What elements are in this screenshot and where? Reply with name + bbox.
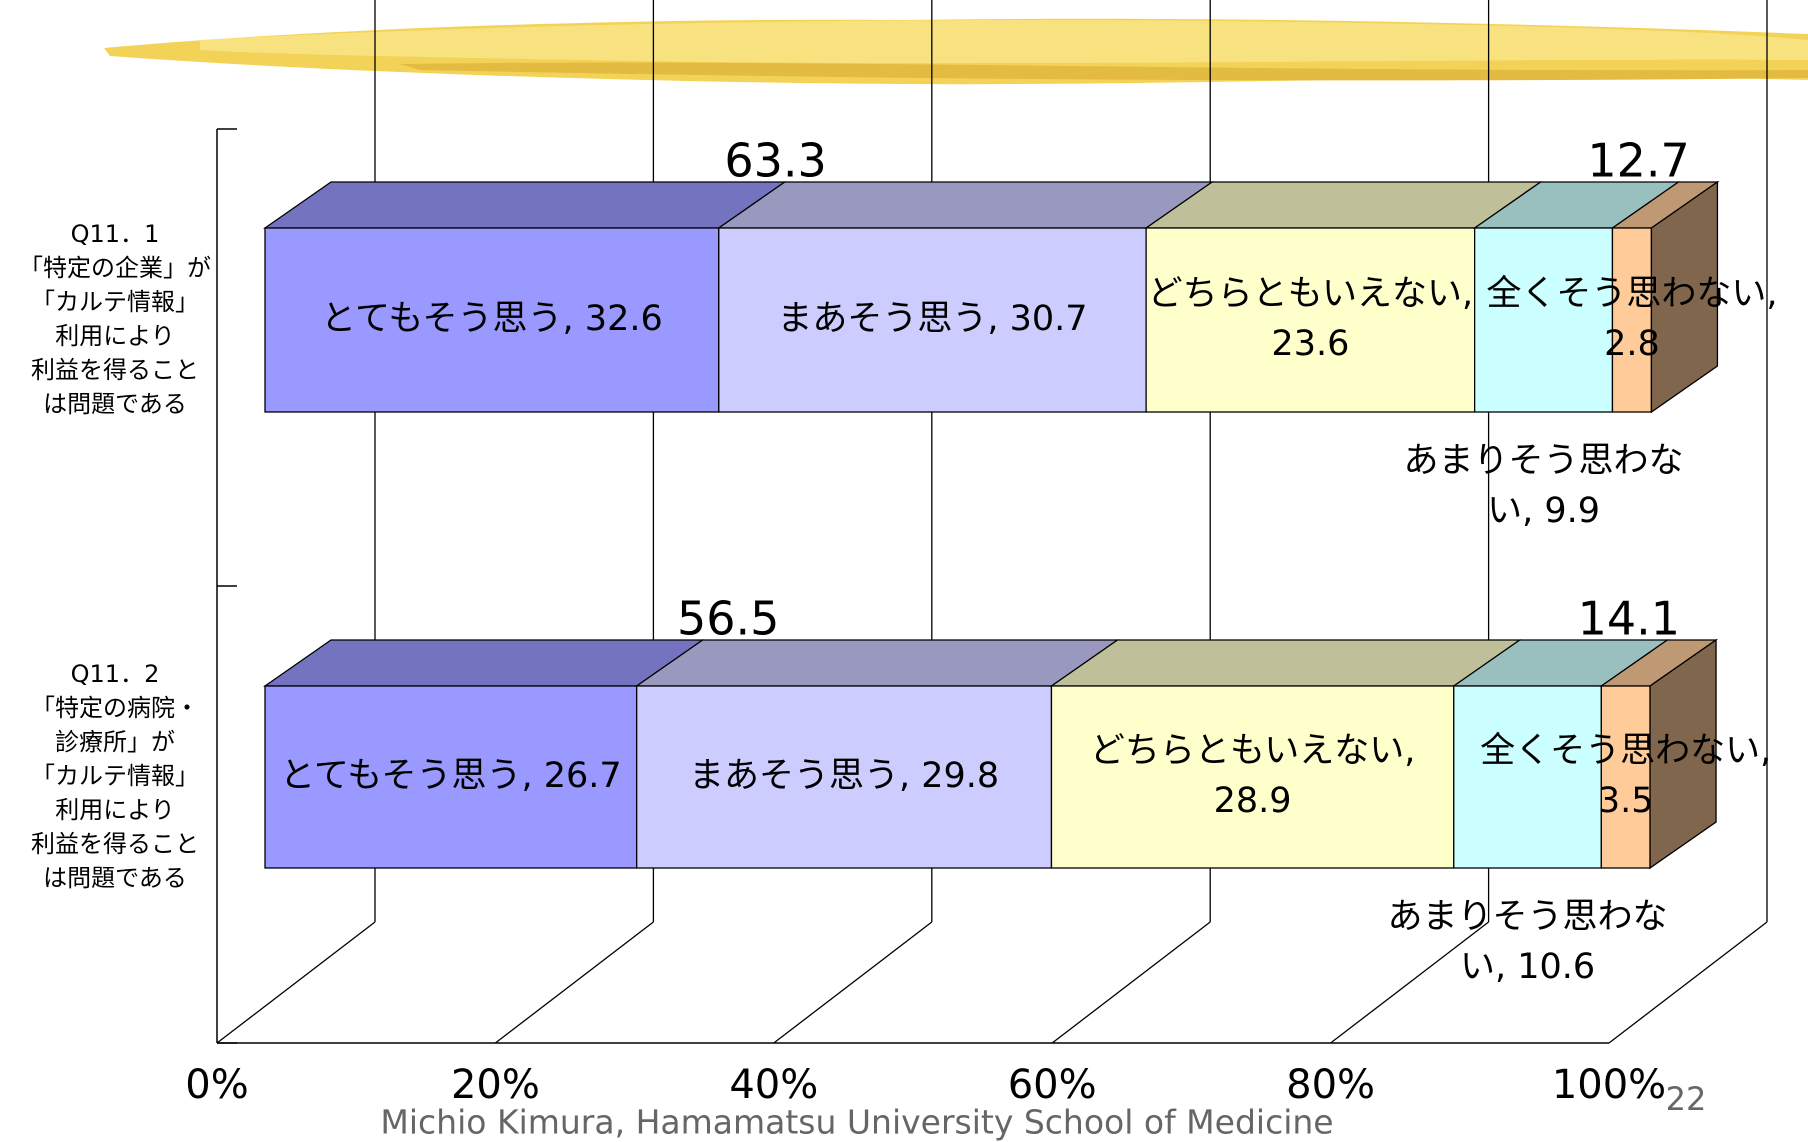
category-label: 利益を得ること	[31, 356, 199, 384]
category-label: 利用により	[55, 322, 175, 350]
category-label: は問題である	[43, 864, 187, 892]
floor-line	[217, 922, 375, 1043]
bar-top	[265, 640, 703, 686]
page-number: 22	[1666, 1080, 1707, 1118]
bar-top	[265, 182, 785, 228]
category-label: 「カルテ情報」	[31, 288, 199, 316]
floor-line	[495, 922, 653, 1043]
brush-decoration	[104, 19, 1808, 84]
floor-line	[1052, 922, 1210, 1043]
annotation: 14.1	[1578, 592, 1680, 646]
annotation: 12.7	[1587, 134, 1689, 188]
annotation: 63.3	[724, 134, 826, 188]
bar-top	[719, 182, 1212, 228]
bar	[1612, 228, 1651, 412]
floor-line	[1609, 922, 1767, 1043]
slide: Michio Kimura, Hamamatsu University Scho…	[0, 0, 1808, 1142]
data-label: まあそう思う, 30.7	[777, 299, 1087, 339]
data-label: 28.9	[1214, 781, 1292, 821]
bar	[1146, 228, 1475, 412]
data-label: 全くそう思わない,	[1480, 731, 1771, 771]
data-label: まあそう思う, 29.8	[689, 756, 999, 796]
bar	[1601, 686, 1650, 868]
category-label: 診療所」が	[55, 728, 175, 756]
category-label: 利用により	[55, 796, 175, 824]
x-tick-label: 100%	[1552, 1062, 1666, 1108]
category-label: は問題である	[43, 390, 187, 418]
data-label: とてもそう思う, 26.7	[280, 756, 622, 796]
x-tick-label: 40%	[729, 1062, 818, 1108]
bar-top	[637, 640, 1118, 686]
x-tick-label: 80%	[1286, 1062, 1375, 1108]
data-label: どちらともいえない,	[1090, 731, 1415, 771]
data-label: い, 10.6	[1460, 947, 1595, 987]
bar	[1475, 228, 1613, 412]
data-label: どちらともいえない,	[1148, 274, 1473, 314]
category-label: 「特定の病院・	[31, 694, 199, 722]
x-tick-label: 20%	[451, 1062, 540, 1108]
data-label: 23.6	[1271, 324, 1349, 364]
x-tick-label: 60%	[1008, 1062, 1097, 1108]
bar-top	[1146, 182, 1541, 228]
data-label: い, 9.9	[1487, 491, 1600, 531]
data-label: あまりそう思わな	[1388, 897, 1668, 937]
footer: Michio Kimura, Hamamatsu University Scho…	[380, 1103, 1333, 1142]
category-label: Q11．2	[71, 660, 160, 688]
data-label: 全くそう思わない,	[1486, 274, 1777, 314]
category-label: 「特定の企業」が	[19, 254, 211, 282]
data-label: とてもそう思う, 32.6	[321, 299, 663, 339]
bar	[1051, 686, 1453, 868]
category-label: 「カルテ情報」	[31, 762, 199, 790]
data-label: あまりそう思わな	[1404, 441, 1684, 481]
annotation: 56.5	[677, 592, 779, 646]
x-tick-label: 0%	[185, 1062, 248, 1108]
category-label: 利益を得ること	[31, 830, 199, 858]
data-label: 3.5	[1598, 781, 1654, 821]
data-label: 2.8	[1604, 324, 1660, 364]
floor-line	[774, 922, 932, 1043]
category-label: Q11．1	[71, 220, 160, 248]
bar-top	[1051, 640, 1519, 686]
bar	[1454, 686, 1602, 868]
page: Michio Kimura, Hamamatsu University Scho…	[0, 0, 1808, 1142]
